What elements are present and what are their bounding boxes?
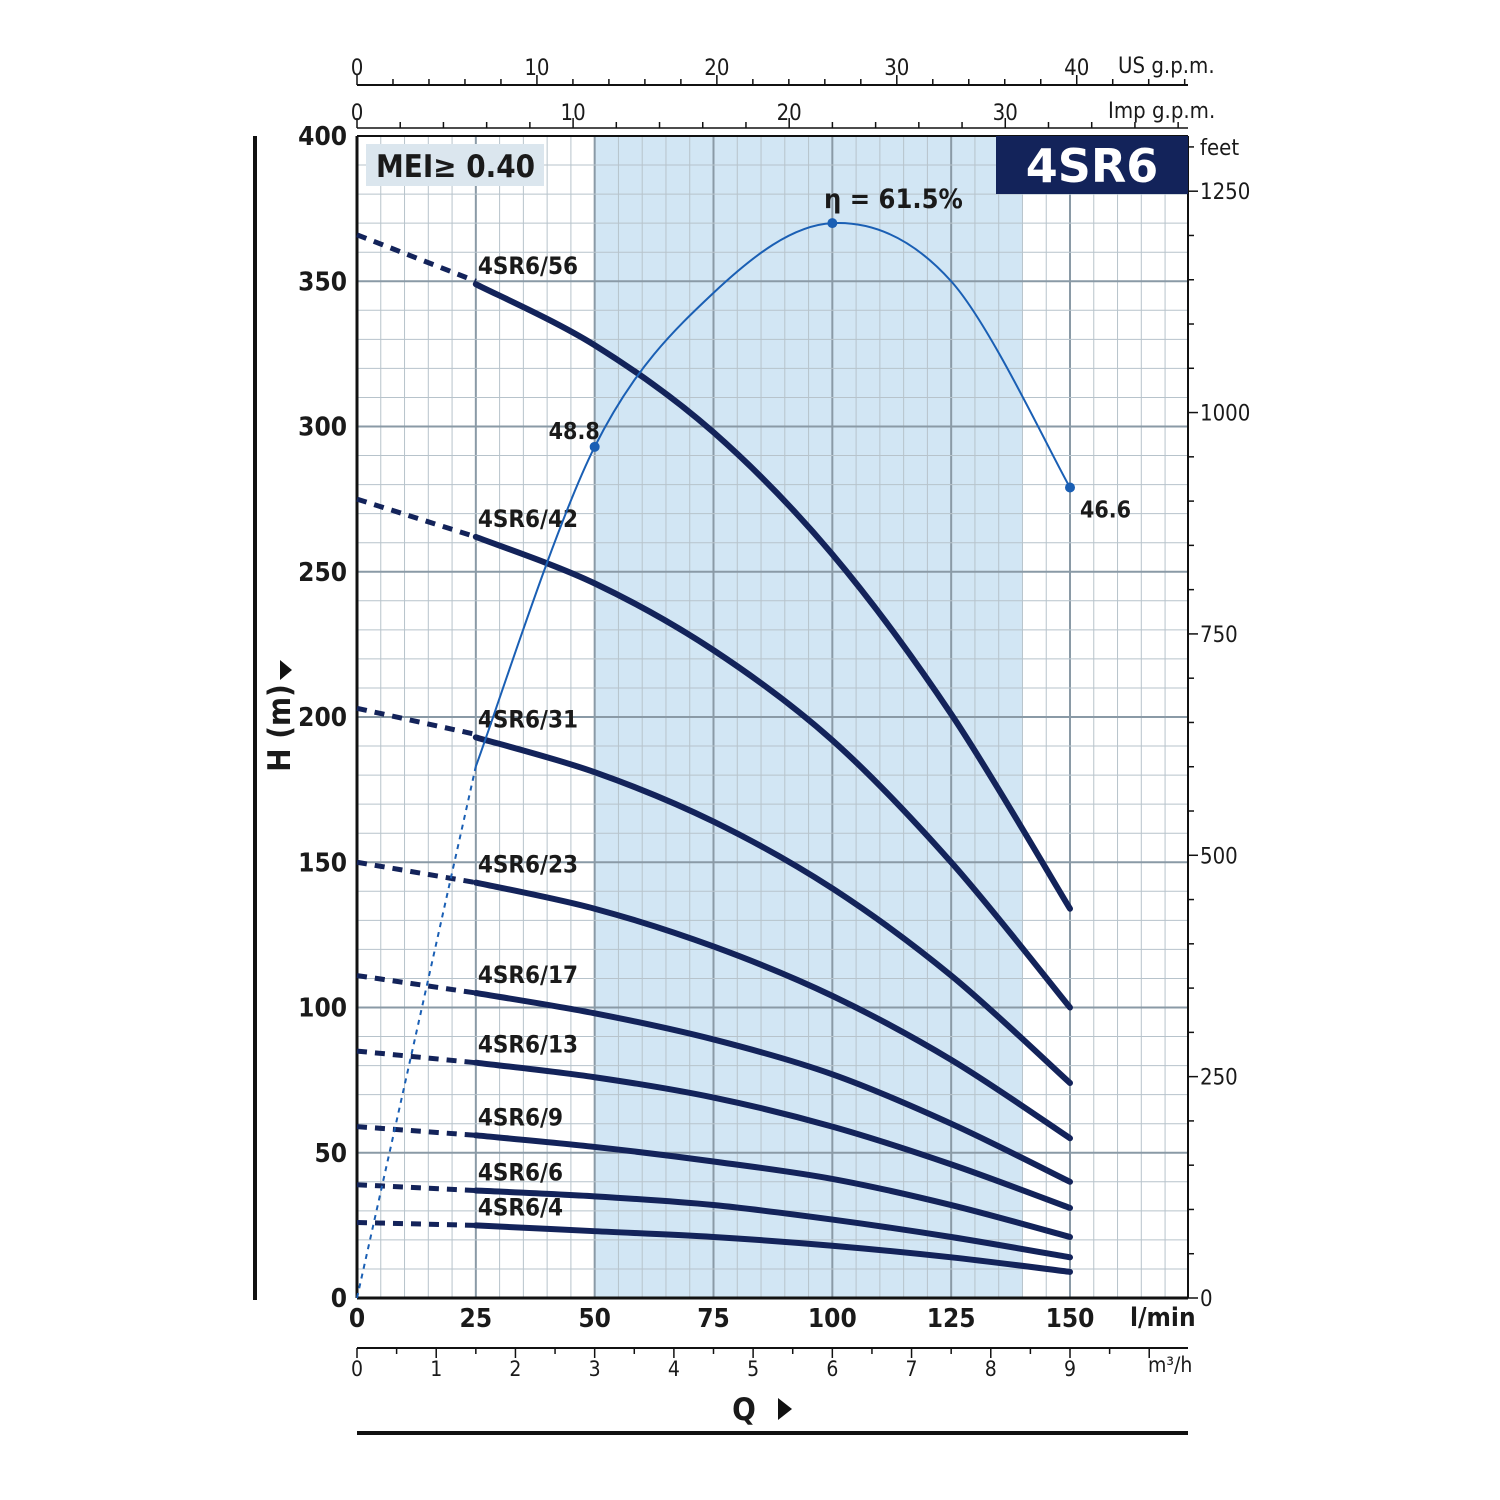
series-dashed-start <box>356 232 477 284</box>
series-dashed-start <box>356 496 477 540</box>
y-tick-label: 100 <box>298 994 347 1024</box>
us-gpm-tick-label: 20 <box>704 56 729 81</box>
x-tick-label: 100 <box>808 1304 857 1334</box>
efficiency-point <box>589 441 600 452</box>
series-label: 4SR6/56 <box>478 252 578 280</box>
x-axis-title: Q <box>732 1392 756 1428</box>
m3h-tick-label: 9 <box>1064 1357 1076 1381</box>
m3h-tick-label: 2 <box>509 1357 521 1381</box>
imp-gpm-tick-label: 10 <box>560 101 585 126</box>
efficiency-point <box>1065 482 1075 493</box>
x-tick-label: 125 <box>927 1304 976 1334</box>
series-curve <box>472 1132 1073 1240</box>
series-dashed-start <box>356 1124 477 1138</box>
us-gpm-tick-label: 0 <box>351 56 364 81</box>
m3h-tick-label: 1 <box>430 1357 442 1381</box>
imp-gpm-tick-label: 30 <box>993 101 1018 126</box>
m3h-tick-label: 4 <box>668 1357 680 1381</box>
series-dashed-start <box>356 859 477 886</box>
y-tick-label: 0 <box>331 1284 347 1314</box>
efficiency-layer: 48.8 46.6 <box>356 218 1131 1299</box>
efficiency-point <box>827 218 838 229</box>
series-label: 4SR6/17 <box>478 961 578 989</box>
series-dashed-start <box>356 1048 477 1066</box>
imp-gpm-tick-label: 0 <box>351 101 364 126</box>
y-axis-arrow-icon <box>280 660 292 680</box>
series-curve <box>472 1222 1073 1275</box>
feet-tick-label: 750 <box>1200 623 1238 648</box>
series-label: 4SR6/9 <box>478 1103 563 1131</box>
series-label: 4SR6/6 <box>478 1159 563 1187</box>
y-tick-label: 50 <box>314 1139 347 1169</box>
feet-tick-label: 0 <box>1200 1287 1213 1312</box>
mei-badge-box <box>366 144 544 186</box>
mei-badge: MEI≥ 0.40 <box>376 149 535 185</box>
y-axis-title: H (m) <box>262 684 298 772</box>
series-layer: 4SR6/564SR6/424SR6/314SR6/234SR6/174SR6/… <box>356 232 1073 1275</box>
series-dashed-start <box>356 973 477 996</box>
m3h-tick-label: 7 <box>906 1357 918 1381</box>
y-tick-label: 400 <box>298 122 347 152</box>
y-tick-label: 250 <box>298 558 347 588</box>
x-unit-label: l/min <box>1130 1303 1196 1333</box>
series-curve <box>472 989 1073 1185</box>
series-curve <box>472 1187 1073 1261</box>
us-gpm-label: US g.p.m. <box>1118 54 1215 79</box>
m3h-tick-label: 3 <box>589 1357 601 1381</box>
x-axis-arrow-icon <box>778 1398 792 1420</box>
imp-gpm-tick-label: 20 <box>777 101 802 126</box>
series-curve <box>472 879 1073 1142</box>
series-dashed-start <box>356 1219 476 1228</box>
series-curve <box>472 1059 1073 1211</box>
series-dashed-start <box>356 705 477 737</box>
y-tick-label: 300 <box>298 413 347 443</box>
axes: 0 25 50 75 100 125 150050100150200250300350400… <box>298 56 1250 1381</box>
efficiency-label: η = 61.5% <box>824 184 963 215</box>
m3h-tick-label: 6 <box>826 1357 838 1381</box>
series-curve <box>472 734 1073 1087</box>
efficiency-value-label: 48.8 <box>549 419 600 445</box>
x-tick-label: 50 <box>578 1304 611 1334</box>
model-badge: 4SR6 <box>1026 139 1159 193</box>
efficiency-dashed-start <box>356 766 477 1299</box>
feet-tick-label: 1250 <box>1200 180 1250 205</box>
m3h-tick-label: 0 <box>351 1357 363 1381</box>
series-curve <box>472 533 1073 1011</box>
series-label: 4SR6/13 <box>478 1031 578 1059</box>
series-label: 4SR6/4 <box>478 1193 563 1221</box>
x-tick-label: 150 <box>1046 1304 1095 1334</box>
feet-tick-label: 500 <box>1200 844 1238 869</box>
series-dashed-start <box>356 1182 476 1194</box>
x-tick-label: 0 <box>349 1304 365 1334</box>
y-tick-label: 150 <box>298 848 347 878</box>
efficiency-value-label: 46.6 <box>1080 498 1131 524</box>
us-gpm-tick-label: 30 <box>884 56 909 81</box>
x-tick-label: 75 <box>697 1304 730 1334</box>
series-curve <box>472 281 1073 912</box>
feet-tick-label: 1000 <box>1200 402 1250 427</box>
x-tick-label: 25 <box>460 1304 493 1334</box>
y-tick-label: 200 <box>298 703 347 733</box>
us-gpm-tick-label: 40 <box>1064 56 1089 81</box>
m3h-label: m³/h <box>1148 1353 1192 1377</box>
us-gpm-tick-label: 10 <box>524 56 549 81</box>
imp-gpm-label: Imp g.p.m. <box>1108 99 1215 124</box>
efficiency-curve <box>474 222 1071 767</box>
series-label: 4SR6/23 <box>478 851 578 879</box>
series-label: 4SR6/42 <box>478 505 578 533</box>
feet-tick-label: 250 <box>1200 1066 1238 1091</box>
feet-label: feet <box>1200 136 1239 161</box>
y-tick-label: 350 <box>298 267 347 297</box>
model-badge-box <box>996 136 1188 194</box>
m3h-tick-label: 5 <box>747 1357 759 1381</box>
m3h-tick-label: 8 <box>985 1357 997 1381</box>
